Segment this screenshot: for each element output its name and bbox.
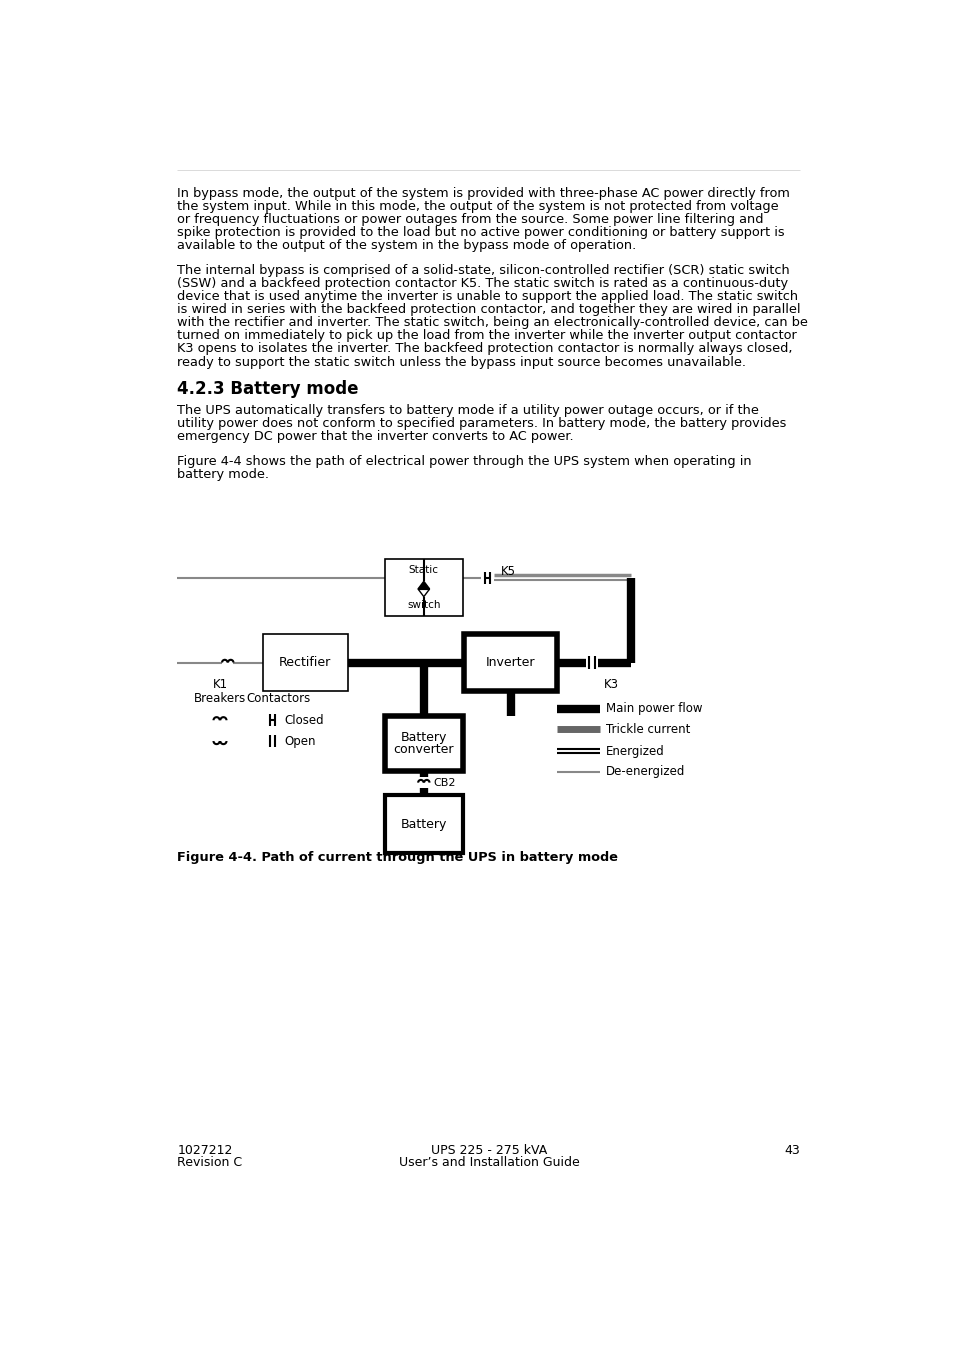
Text: In bypass mode, the output of the system is provided with three-phase AC power d: In bypass mode, the output of the system…: [177, 186, 789, 200]
Text: the system input. While in this mode, the output of the system is not protected : the system input. While in this mode, th…: [177, 200, 779, 213]
Text: Main power flow: Main power flow: [605, 702, 701, 716]
Text: emergency DC power that the inverter converts to AC power.: emergency DC power that the inverter con…: [177, 431, 574, 443]
Text: switch: switch: [407, 601, 440, 610]
Text: Battery: Battery: [400, 818, 447, 830]
Text: with the rectifier and inverter. The static switch, being an electronically-cont: with the rectifier and inverter. The sta…: [177, 316, 807, 329]
Polygon shape: [417, 582, 429, 589]
Text: Closed: Closed: [284, 714, 324, 726]
Text: Static: Static: [409, 564, 438, 575]
Text: is wired in series with the backfeed protection contactor, and together they are: is wired in series with the backfeed pro…: [177, 304, 800, 316]
Bar: [385, 716, 462, 771]
Text: Revision C: Revision C: [177, 1156, 242, 1169]
Text: K3: K3: [603, 678, 618, 691]
Text: Battery: Battery: [400, 732, 447, 744]
Text: 43: 43: [784, 1143, 800, 1157]
Text: Contactors: Contactors: [246, 691, 310, 705]
Bar: [464, 633, 557, 691]
Text: (SSW) and a backfeed protection contactor K5. The static switch is rated as a co: (SSW) and a backfeed protection contacto…: [177, 277, 788, 290]
Text: Open: Open: [284, 734, 315, 748]
Text: User’s and Installation Guide: User’s and Installation Guide: [398, 1156, 578, 1169]
Text: 4.2.3 Battery mode: 4.2.3 Battery mode: [177, 381, 358, 398]
Text: Energized: Energized: [605, 745, 664, 757]
Text: spike protection is provided to the load but no active power conditioning or bat: spike protection is provided to the load…: [177, 225, 784, 239]
Text: Figure 4-4. Path of current through the UPS in battery mode: Figure 4-4. Path of current through the …: [177, 850, 618, 864]
Text: or frequency fluctuations or power outages from the source. Some power line filt: or frequency fluctuations or power outag…: [177, 213, 763, 225]
Bar: [262, 633, 348, 691]
Bar: [385, 795, 462, 853]
Text: turned on immediately to pick up the load from the inverter while the inverter o: turned on immediately to pick up the loa…: [177, 329, 797, 343]
Text: battery mode.: battery mode.: [177, 468, 269, 481]
Text: Inverter: Inverter: [485, 656, 535, 670]
Text: Figure 4-4 shows the path of electrical power through the UPS system when operat: Figure 4-4 shows the path of electrical …: [177, 455, 751, 468]
Text: The internal bypass is comprised of a solid-state, silicon-controlled rectifier : The internal bypass is comprised of a so…: [177, 263, 789, 277]
Text: CB2: CB2: [433, 778, 456, 787]
Bar: [385, 559, 462, 617]
Text: ready to support the static switch unless the bypass input source becomes unavai: ready to support the static switch unles…: [177, 355, 745, 369]
Text: The UPS automatically transfers to battery mode if a utility power outage occurs: The UPS automatically transfers to batte…: [177, 404, 759, 417]
Text: UPS 225 - 275 kVA: UPS 225 - 275 kVA: [431, 1143, 546, 1157]
Text: K5: K5: [500, 566, 516, 578]
Text: utility power does not conform to specified parameters. In battery mode, the bat: utility power does not conform to specif…: [177, 417, 786, 431]
Text: 1027212: 1027212: [177, 1143, 233, 1157]
Polygon shape: [417, 589, 429, 597]
Text: Breakers: Breakers: [193, 691, 246, 705]
Text: De-energized: De-energized: [605, 765, 684, 779]
Text: available to the output of the system in the bypass mode of operation.: available to the output of the system in…: [177, 239, 636, 252]
Text: device that is used anytime the inverter is unable to support the applied load. : device that is used anytime the inverter…: [177, 290, 798, 302]
Text: K3 opens to isolates the inverter. The backfeed protection contactor is normally: K3 opens to isolates the inverter. The b…: [177, 343, 792, 355]
Text: Trickle current: Trickle current: [605, 724, 690, 736]
Text: converter: converter: [394, 743, 454, 756]
Text: K1: K1: [213, 678, 228, 691]
Text: Rectifier: Rectifier: [279, 656, 331, 670]
